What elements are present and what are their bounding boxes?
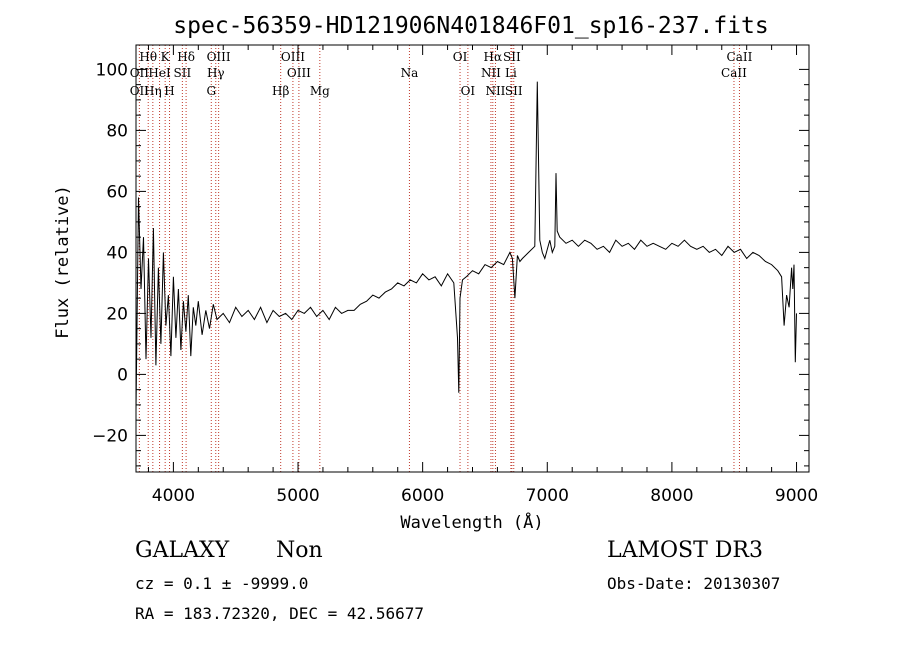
spectral-line-label: OIII: [287, 66, 311, 80]
x-tick-label: 5000: [276, 486, 319, 506]
spectral-line-label: OI: [453, 50, 468, 64]
spectral-line-label: Na: [401, 66, 419, 80]
y-tick-label: −20: [92, 426, 128, 446]
spectral-line-label: G: [206, 84, 216, 98]
x-tick-label: 9000: [775, 486, 818, 506]
spectral-lines-layer: [138, 45, 740, 472]
spectral-line-label: CaII: [721, 66, 747, 80]
y-tick-label: 0: [117, 365, 128, 385]
spectral-line-label: Hθ: [139, 50, 157, 64]
spectral-line-label: Hα: [484, 50, 503, 64]
plot-frame: [135, 44, 810, 473]
y-tick-label: 40: [106, 243, 128, 263]
x-axis-label: Wavelength (Å): [400, 511, 543, 533]
x-tick-label: 4000: [152, 486, 195, 506]
spectral-line-label: OII: [130, 84, 150, 98]
axis-ticks: 4000 5000 6000 7000 8000 9000 −20 0 20 40 60 80 100: [92, 45, 818, 506]
y-axis-label: Flux (relative): [53, 185, 73, 339]
spectral-line-label: Hδ: [177, 50, 195, 64]
spectral-line-label: SII: [174, 66, 192, 80]
coordinates: RA = 183.72320, DEC = 42.56677: [135, 604, 424, 623]
y-tick-label: 80: [106, 121, 128, 141]
spectral-line-label: OIII: [281, 50, 305, 64]
x-tick-label: 8000: [650, 486, 693, 506]
spectrum-series: [135, 81, 797, 412]
x-tick-label: 7000: [526, 486, 569, 506]
spectral-line-label: Hη: [144, 84, 162, 98]
object-subclass: Non: [276, 538, 323, 563]
spectral-line-label: OIII: [207, 50, 231, 64]
spectrum-line: [135, 81, 797, 412]
spectral-line-label: K: [161, 50, 171, 64]
chart-title: spec-56359-HD121906N401846F01_sp16-237.f…: [173, 13, 768, 39]
spectral-line-label: NII: [481, 66, 501, 80]
spectral-line-label: Hβ: [272, 84, 289, 98]
y-tick-label: 60: [106, 182, 128, 202]
y-tick-label: 100: [96, 60, 128, 80]
spectral-line-label: NII: [485, 84, 505, 98]
survey-name: LAMOST DR3: [607, 538, 763, 563]
spectral-line-label: Mg: [310, 84, 330, 98]
obs-date: Obs-Date: 20130307: [607, 574, 781, 593]
y-tick-label: 20: [106, 304, 128, 324]
spectral-line-label: OII: [130, 66, 150, 80]
x-tick-label: 6000: [401, 486, 444, 506]
spectral-line-label: OI: [461, 84, 476, 98]
spectral-line-label: H: [164, 84, 174, 98]
object-class: GALAXY: [135, 538, 230, 563]
spectral-line-label: SII: [503, 50, 521, 64]
spectral-line-label: Hγ: [207, 66, 225, 80]
redshift-readout: cz = 0.1 ± -9999.0: [135, 574, 309, 593]
spectral-line-label: CaII: [727, 50, 753, 64]
spectral-line-label: HeI: [148, 66, 171, 80]
spectral-line-label: Li: [505, 66, 517, 80]
spectral-line-label: SII: [505, 84, 523, 98]
